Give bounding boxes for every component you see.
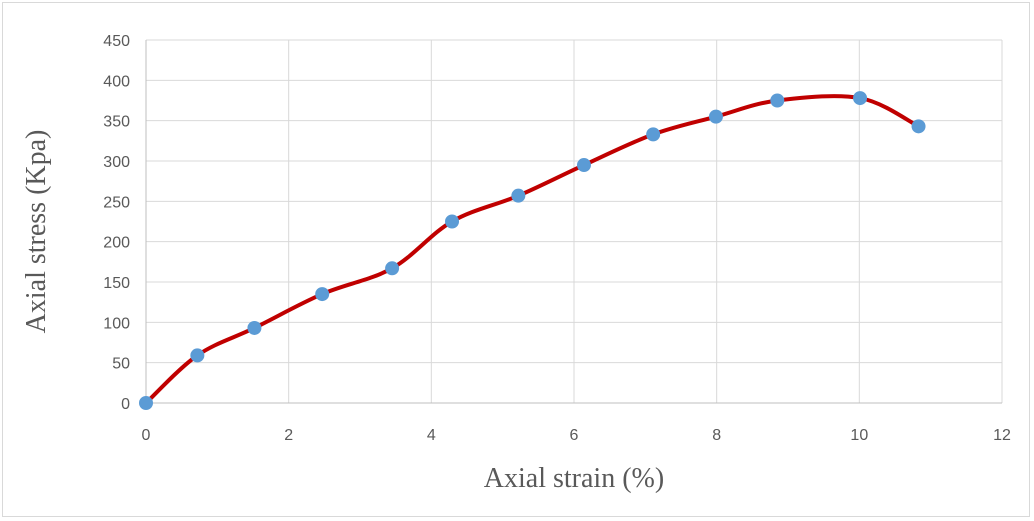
data-point bbox=[445, 214, 460, 229]
data-point bbox=[770, 93, 785, 108]
data-point bbox=[911, 119, 926, 134]
y-tick-label: 350 bbox=[103, 114, 130, 131]
y-tick-label: 250 bbox=[103, 194, 130, 211]
x-tick-label: 2 bbox=[284, 427, 293, 444]
data-point bbox=[708, 109, 723, 124]
data-point bbox=[853, 91, 868, 106]
y-tick-label: 300 bbox=[103, 154, 130, 171]
tick-labels: 0 50 100 150 200 250 300 350 400 450 0 2 4 6 8 10 12 bbox=[103, 33, 1011, 444]
series-line bbox=[144, 94, 921, 405]
data-point bbox=[139, 396, 153, 410]
data-point bbox=[247, 320, 262, 335]
y-tick-label: 450 bbox=[103, 33, 130, 50]
data-series bbox=[139, 91, 926, 410]
y-tick-label: 50 bbox=[112, 356, 130, 373]
x-tick-label: 12 bbox=[993, 427, 1011, 444]
y-axis-title: Axial stress (Kpa) bbox=[21, 130, 52, 334]
data-point bbox=[646, 127, 661, 142]
y-tick-label: 150 bbox=[103, 275, 130, 292]
data-point bbox=[315, 287, 330, 302]
data-point bbox=[511, 188, 526, 203]
y-tick-label: 200 bbox=[103, 235, 130, 252]
data-point bbox=[385, 261, 400, 276]
x-tick-label: 4 bbox=[427, 427, 436, 444]
x-tick-label: 8 bbox=[712, 427, 721, 444]
x-tick-label: 10 bbox=[850, 427, 868, 444]
y-tick-label: 100 bbox=[103, 315, 130, 332]
y-tick-label: 400 bbox=[103, 73, 130, 90]
x-axis-title: Axial strain (%) bbox=[484, 463, 664, 494]
x-tick-label: 6 bbox=[570, 427, 579, 444]
data-point bbox=[576, 158, 591, 173]
grid-lines bbox=[146, 39, 1003, 403]
axes bbox=[145, 40, 1002, 404]
data-point bbox=[190, 348, 205, 363]
x-tick-label: 0 bbox=[142, 427, 151, 444]
y-tick-label: 0 bbox=[121, 396, 130, 413]
